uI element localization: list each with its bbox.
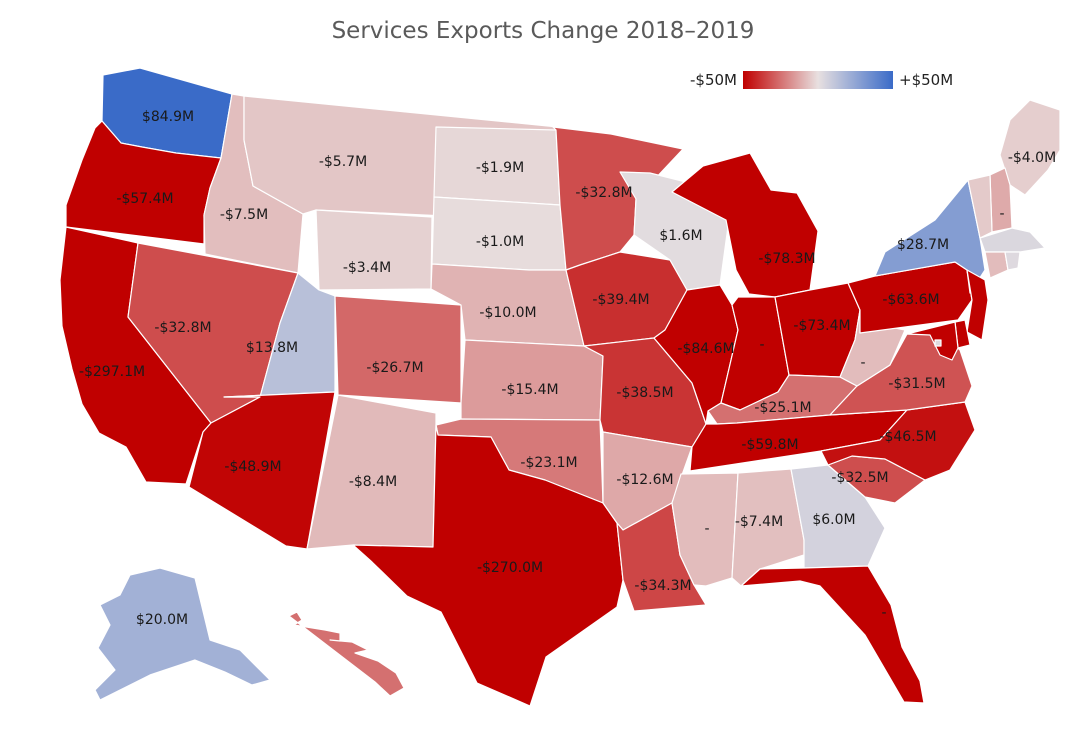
state-ny bbox=[874, 179, 986, 294]
state-label-ok: -$23.1M bbox=[520, 455, 577, 471]
state-label-wi: $1.6M bbox=[659, 228, 702, 244]
state-label-wa: $84.9M bbox=[142, 109, 194, 125]
state-label-ms: - bbox=[704, 521, 709, 537]
state-label-ny: $28.7M bbox=[897, 237, 949, 253]
state-label-nm: -$8.4M bbox=[349, 474, 397, 490]
state-label-mn: -$32.8M bbox=[575, 185, 632, 201]
state-label-ia: -$39.4M bbox=[592, 292, 649, 308]
state-label-fl: - bbox=[881, 605, 886, 621]
state-label-co: -$26.7M bbox=[366, 360, 423, 376]
state-label-sc: -$32.5M bbox=[831, 470, 888, 486]
state-mi bbox=[671, 152, 819, 298]
state-ct bbox=[984, 251, 1009, 279]
state-label-ak: $20.0M bbox=[136, 612, 188, 628]
state-label-nv: -$32.8M bbox=[154, 320, 211, 336]
state-label-ks: -$15.4M bbox=[501, 382, 558, 398]
state-label-pa: -$63.6M bbox=[882, 292, 939, 308]
legend-gradient-bar bbox=[743, 71, 893, 89]
state-label-ca: -$297.1M bbox=[79, 364, 145, 380]
state-label-az: -$48.9M bbox=[224, 459, 281, 475]
map-title: Services Exports Change 2018–2019 bbox=[331, 18, 755, 44]
state-co bbox=[334, 295, 462, 404]
state-label-ga: $6.0M bbox=[812, 512, 855, 528]
state-label-wy: -$3.4M bbox=[343, 260, 391, 276]
state-label-il: -$84.6M bbox=[677, 341, 734, 357]
state-label-nc: -$46.5M bbox=[879, 429, 936, 445]
state-nc bbox=[820, 401, 976, 481]
state-label-la: -$34.3M bbox=[634, 578, 691, 594]
state-label-ne: -$10.0M bbox=[479, 305, 536, 321]
state-label-tn: -$59.8M bbox=[741, 437, 798, 453]
state-ak bbox=[94, 567, 271, 701]
state-vt bbox=[967, 174, 993, 239]
state-label-in: - bbox=[759, 337, 764, 353]
state-az bbox=[188, 391, 336, 550]
state-dc bbox=[934, 339, 942, 347]
state-ks bbox=[460, 339, 604, 421]
state-label-mo: -$38.5M bbox=[616, 385, 673, 401]
state-label-al: -$7.4M bbox=[735, 514, 783, 530]
state-label-ut: $13.8M bbox=[246, 340, 298, 356]
state-label-me: -$4.0M bbox=[1008, 150, 1056, 166]
state-wy bbox=[315, 209, 433, 291]
state-label-or: -$57.4M bbox=[116, 191, 173, 207]
state-label-mi: -$78.3M bbox=[758, 251, 815, 267]
state-md bbox=[906, 321, 959, 361]
state-tx bbox=[352, 424, 624, 707]
state-label-oh: -$73.4M bbox=[793, 318, 850, 334]
state-label-va: -$31.5M bbox=[888, 376, 945, 392]
color-legend: -$50M +$50M bbox=[690, 68, 953, 92]
state-label-nh: - bbox=[999, 206, 1004, 222]
state-hi bbox=[288, 611, 405, 697]
state-label-nd: -$1.9M bbox=[476, 160, 524, 176]
legend-max-label: +$50M bbox=[899, 71, 954, 89]
state-label-mt: -$5.7M bbox=[319, 154, 367, 170]
state-label-ky: -$25.1M bbox=[754, 400, 811, 416]
state-label-sd: -$1.0M bbox=[476, 234, 524, 250]
state-label-ar: -$12.6M bbox=[616, 472, 673, 488]
state-ri bbox=[1004, 251, 1021, 271]
state-nj bbox=[966, 269, 989, 341]
state-me bbox=[999, 99, 1061, 196]
state-fl bbox=[740, 565, 925, 704]
state-label-wv: - bbox=[860, 355, 865, 371]
legend-min-label: -$50M bbox=[690, 71, 737, 89]
state-label-id: -$7.5M bbox=[220, 207, 268, 223]
state-label-tx: -$270.0M bbox=[477, 560, 543, 576]
